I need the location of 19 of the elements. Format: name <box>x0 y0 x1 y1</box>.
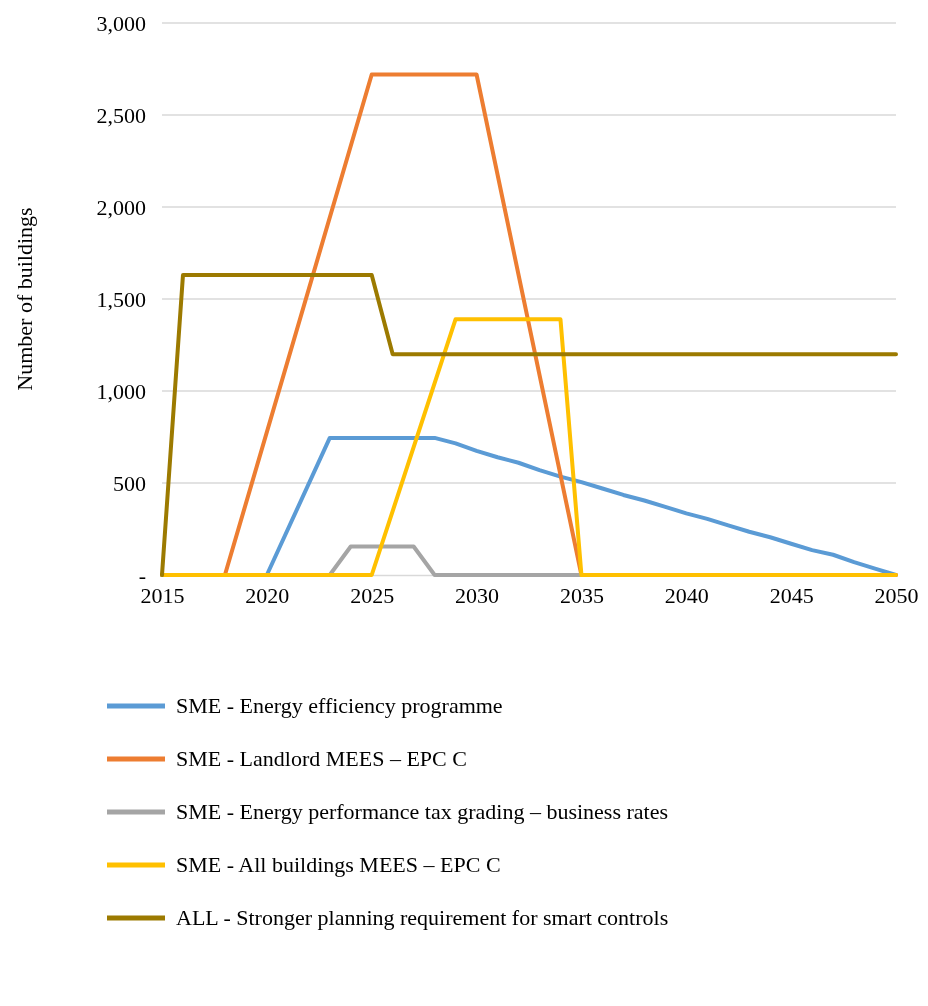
y-tick-label: 2,000 <box>96 194 146 220</box>
x-tick-label: 2020 <box>245 582 290 608</box>
y-axis-title: Number of buildings <box>12 207 37 391</box>
x-tick-label: 2050 <box>874 582 919 608</box>
x-tick-label: 2030 <box>455 582 500 608</box>
x-tick-label: 2045 <box>769 582 814 608</box>
legend-label: SME - Landlord MEES – EPC C <box>176 746 467 771</box>
y-tick-label: 2,500 <box>96 102 146 128</box>
legend-label: SME - All buildings MEES – EPC C <box>176 852 501 877</box>
legend-label: SME - Energy efficiency programme <box>176 693 503 718</box>
x-tick-label: 2035 <box>559 582 604 608</box>
y-tick-label: 1,000 <box>96 378 146 404</box>
y-tick-label: 1,500 <box>96 286 146 312</box>
legend-label: ALL - Stronger planning requirement for smart controls <box>176 905 669 930</box>
y-tick-label: 3,000 <box>96 10 146 36</box>
y-tick-label: 500 <box>113 470 146 496</box>
x-tick-label: 2040 <box>664 582 709 608</box>
x-tick-label: 2025 <box>350 582 395 608</box>
legend-label: SME - Energy performance tax grading – business rates <box>176 799 669 824</box>
